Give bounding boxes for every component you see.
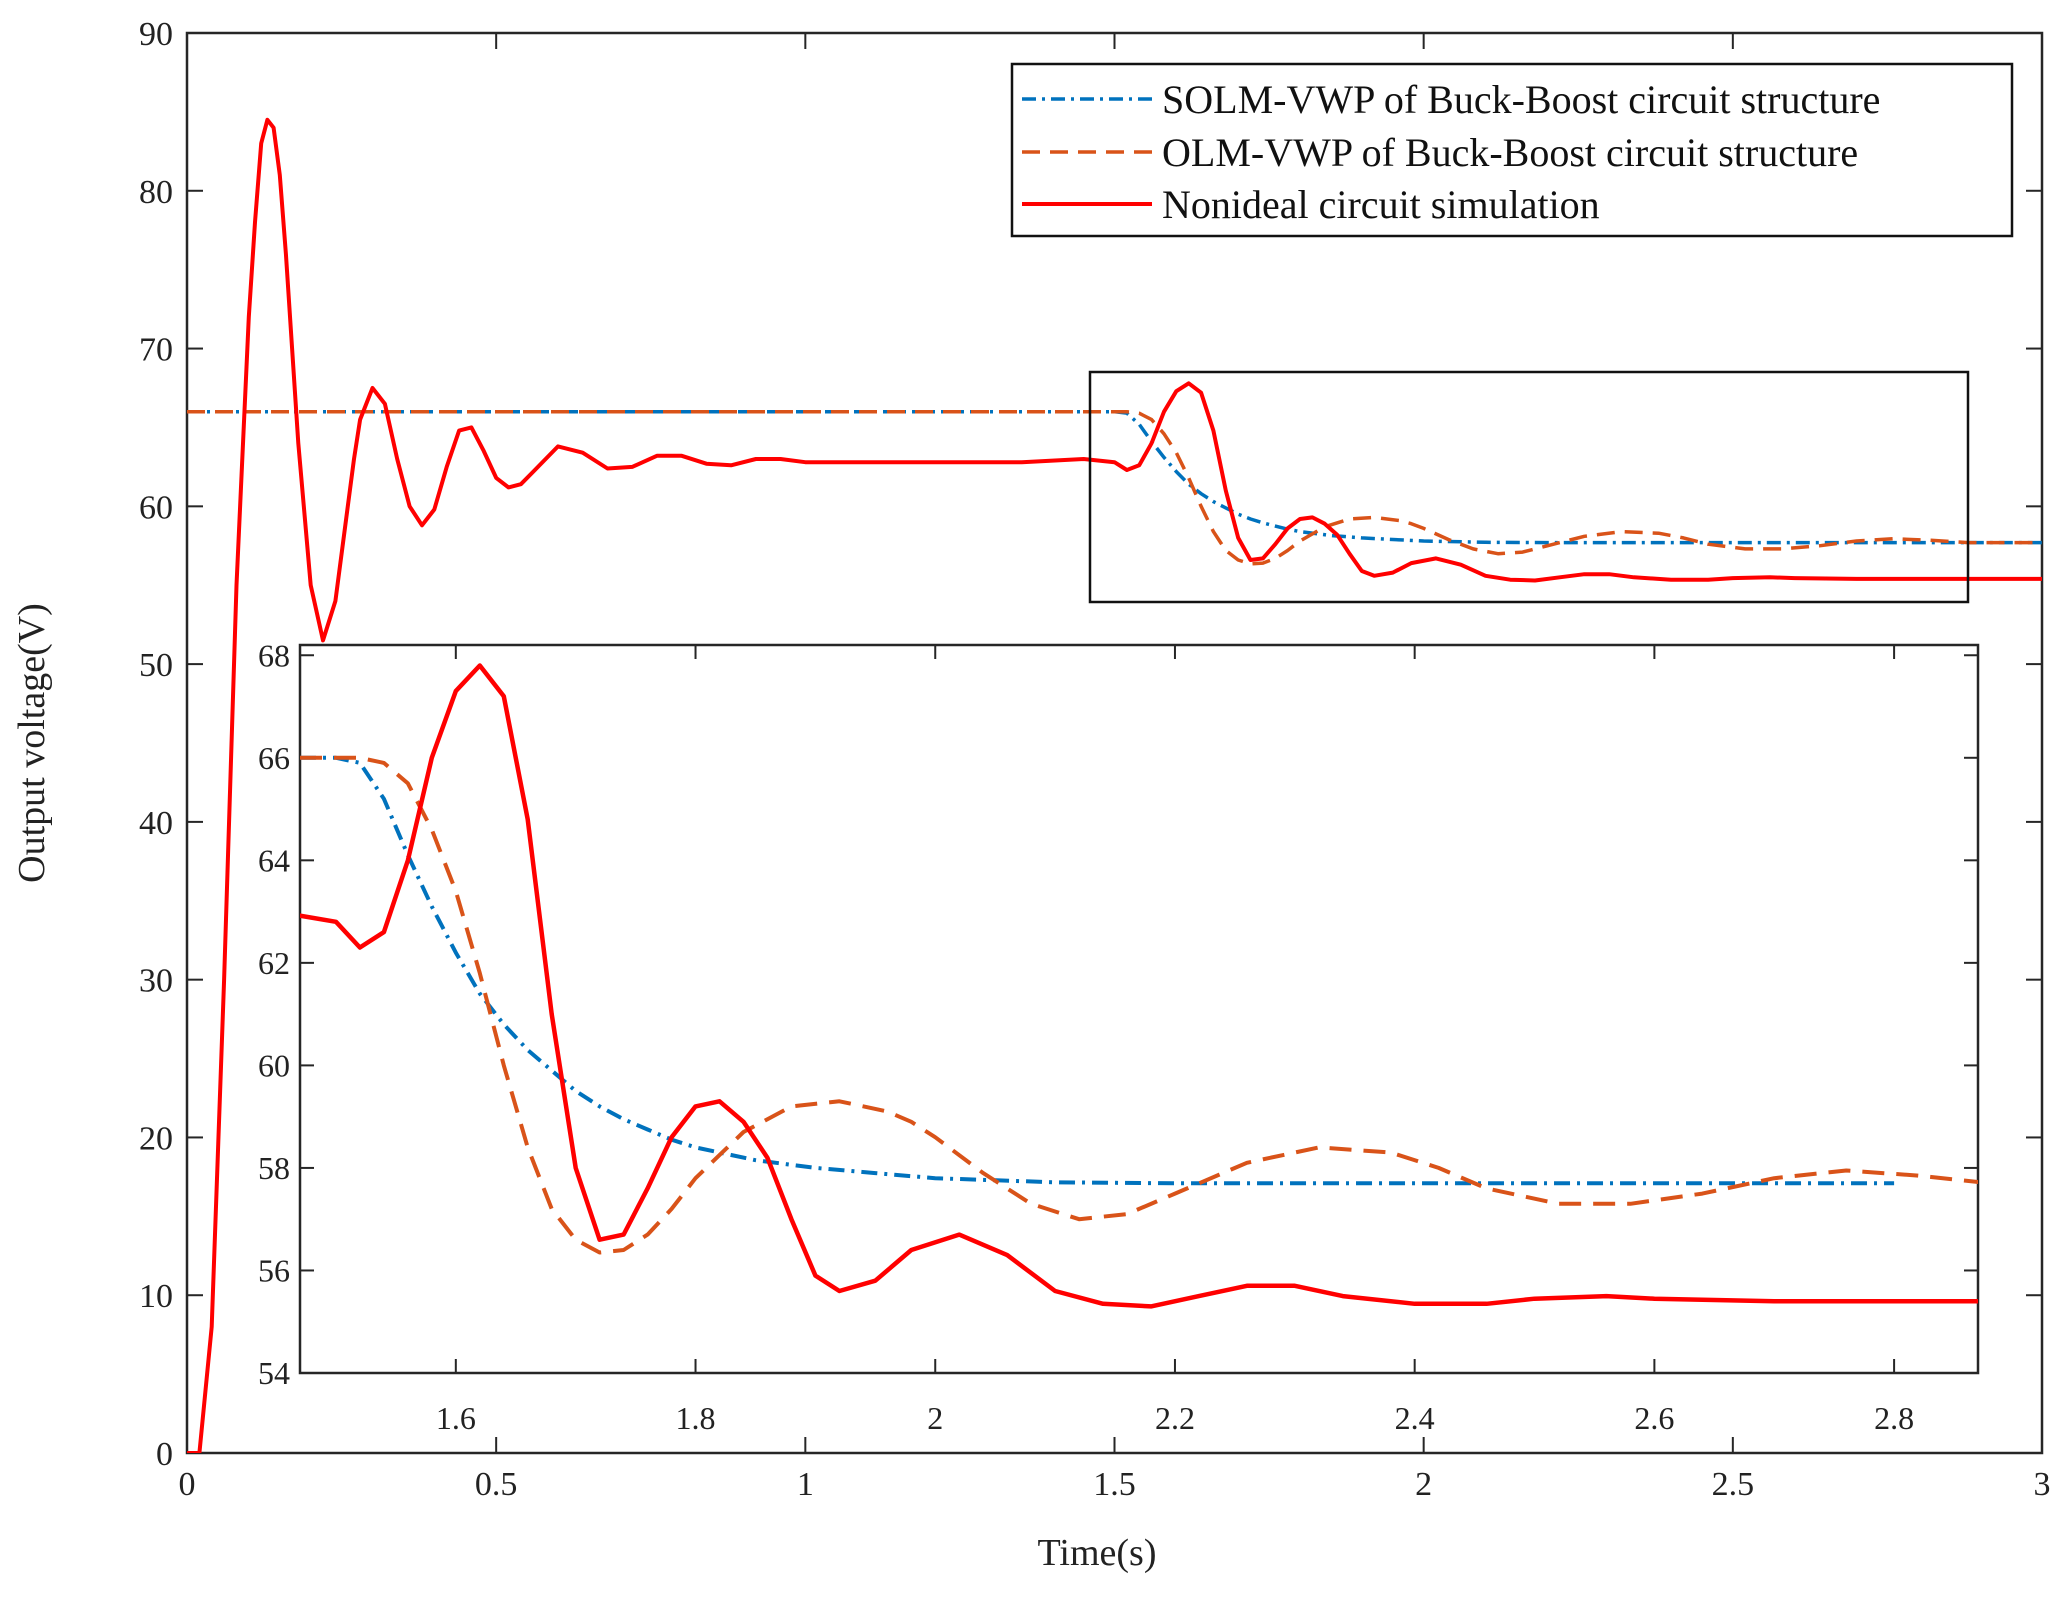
main-y-tick-labels: 0 10 20 30 40 50 60 70 80 90 — [139, 16, 173, 1473]
main-y-tick-label: 90 — [139, 16, 173, 53]
main-y-tick-label: 0 — [156, 1436, 173, 1473]
x-axis-label: Time(s) — [1038, 1532, 1157, 1574]
main-series-line-0 — [187, 409, 2042, 545]
legend: SOLM-VWP of Buck-Boost circuit structure… — [1010, 62, 2014, 238]
inset-y-tick-label: 64 — [258, 842, 290, 878]
inset-y-tick-label: 54 — [258, 1355, 290, 1391]
inset-y-tick-label: 68 — [258, 637, 290, 673]
legend-label-nonideal: Nonideal circuit simulation — [1162, 182, 1600, 227]
inset-series-group — [300, 663, 1978, 1309]
main-x-tick-labels: 0 0.5 1 1.5 2 2.5 3 — [179, 1466, 2051, 1503]
main-y-tick-label: 80 — [139, 174, 173, 211]
inset-axes-box — [298, 643, 1980, 1375]
inset-series-line-2 — [300, 663, 1978, 1309]
main-x-tick-label: 2 — [1415, 1466, 1432, 1503]
inset-y-tick-label: 58 — [258, 1150, 290, 1186]
main-x-tick-label: 3 — [2034, 1466, 2051, 1503]
inset-plot-area: 1.6 1.8 2 2.2 2.4 2.6 2.8 54 56 58 60 62 64 66 68 — [258, 637, 1980, 1436]
inset-y-tick-label: 56 — [258, 1252, 290, 1288]
inset-x-tick-label: 2.6 — [1634, 1400, 1674, 1436]
legend-label-olm: OLM-VWP of Buck-Boost circuit structure — [1162, 130, 1858, 175]
inset-x-tick-label: 1.8 — [676, 1400, 716, 1436]
inset-series-line-0 — [300, 755, 1895, 1186]
inset-x-tick-label: 2.4 — [1395, 1400, 1435, 1436]
inset-y-tick-label: 62 — [258, 945, 290, 981]
main-x-tick-label: 1 — [797, 1466, 814, 1503]
main-y-tick-label: 10 — [139, 1278, 173, 1315]
main-y-tick-label: 40 — [139, 805, 173, 842]
legend-label-solm: SOLM-VWP of Buck-Boost circuit structure — [1162, 77, 1880, 122]
main-y-tick-label: 20 — [139, 1120, 173, 1157]
inset-y-tick-label: 60 — [258, 1047, 290, 1083]
main-x-tick-label: 1.5 — [1093, 1466, 1136, 1503]
inset-x-tick-label: 2.2 — [1155, 1400, 1195, 1436]
main-x-tick-label: 2.5 — [1712, 1466, 1755, 1503]
main-tick-marks — [186, 32, 2043, 1454]
inset-y-tick-label: 66 — [258, 740, 290, 776]
main-y-tick-label: 60 — [139, 489, 173, 526]
inset-y-tick-labels: 54 56 58 60 62 64 66 68 — [258, 637, 290, 1391]
inset-x-tick-label: 2.8 — [1874, 1400, 1914, 1436]
main-series-line-2 — [187, 117, 2042, 1453]
main-x-tick-label: 0 — [179, 1466, 196, 1503]
inset-x-tick-label: 1.6 — [436, 1400, 476, 1436]
inset-x-tick-labels: 1.6 1.8 2 2.2 2.4 2.6 2.8 — [436, 1400, 1914, 1436]
y-axis-label: Output voltage(V) — [11, 603, 53, 883]
main-y-tick-label: 70 — [139, 332, 173, 369]
legend-box — [1010, 62, 2014, 238]
inset-x-tick-label: 2 — [927, 1400, 943, 1436]
main-series-group — [187, 117, 2042, 1453]
main-y-tick-label: 50 — [139, 647, 173, 684]
zoom-region-rectangle — [1088, 370, 1970, 604]
main-y-tick-label: 30 — [139, 963, 173, 1000]
main-x-tick-label: 0.5 — [475, 1466, 518, 1503]
inset-series-line-1 — [300, 755, 1978, 1255]
